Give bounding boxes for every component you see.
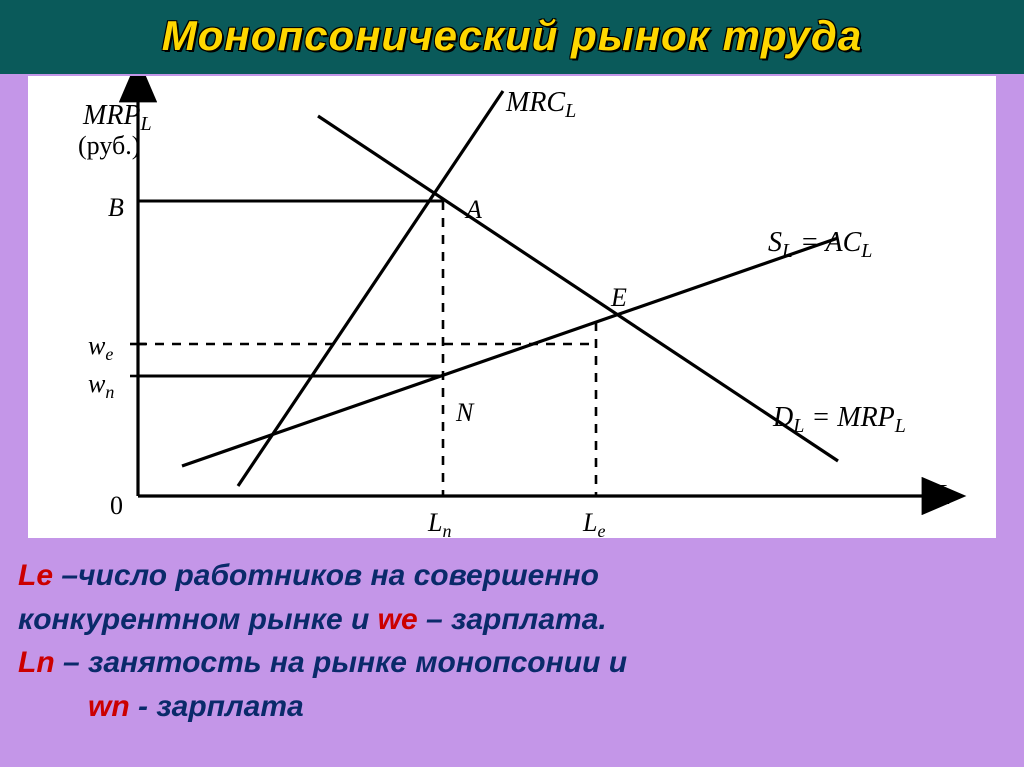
slide-title: Монопсонический рынок труда (0, 12, 1024, 60)
demand-line (318, 116, 838, 461)
chart-area: MRPL (руб.) L MRCL SL = ACL DL = MRPL A … (28, 76, 996, 538)
label-n: N (455, 398, 475, 427)
title-bar: Монопсонический рынок труда (0, 0, 1024, 74)
slide-container: Монопсонический рынок труда (0, 0, 1024, 767)
label-e: E (610, 283, 627, 312)
label-o: 0 (110, 491, 123, 520)
legend-line-4: wn - зарплата (18, 685, 1006, 729)
legend-wn: wn (88, 690, 130, 723)
label-wn: wn (88, 369, 114, 402)
mrc-label: MRCL (505, 87, 576, 122)
legend-text: – зарплата. (418, 603, 607, 636)
legend-we: we (378, 603, 418, 636)
legend-line-2: конкурентном рынке и we – зарплата. (18, 598, 1006, 642)
legend-text: – занятость на рынке монопсонии и (55, 646, 627, 679)
label-we: we (88, 331, 113, 364)
label-b: B (108, 193, 124, 222)
legend-text: конкурентном рынке и (18, 603, 378, 636)
x-axis-label: L (935, 480, 952, 511)
legend-ln: Ln (18, 646, 55, 679)
legend-le: Le (18, 559, 53, 592)
y-axis-label-1: MRPL (82, 100, 152, 135)
legend-area: Le –число работников на совершенно конку… (0, 546, 1024, 736)
legend-text: - зарплата (130, 690, 304, 723)
legend-line-3: Ln – занятость на рынке монопсонии и (18, 641, 1006, 685)
monopsony-chart: MRPL (руб.) L MRCL SL = ACL DL = MRPL A … (28, 76, 996, 538)
demand-label: DL = MRPL (772, 402, 906, 437)
supply-line (182, 238, 838, 466)
legend-line-1: Le –число работников на совершенно (18, 554, 1006, 598)
label-a: A (464, 195, 482, 224)
y-axis-label-2: (руб.) (78, 131, 140, 160)
label-ln: Ln (427, 508, 451, 538)
supply-label: SL = ACL (768, 227, 872, 262)
label-le: Le (582, 508, 605, 538)
legend-text: –число работников на совершенно (53, 559, 599, 592)
